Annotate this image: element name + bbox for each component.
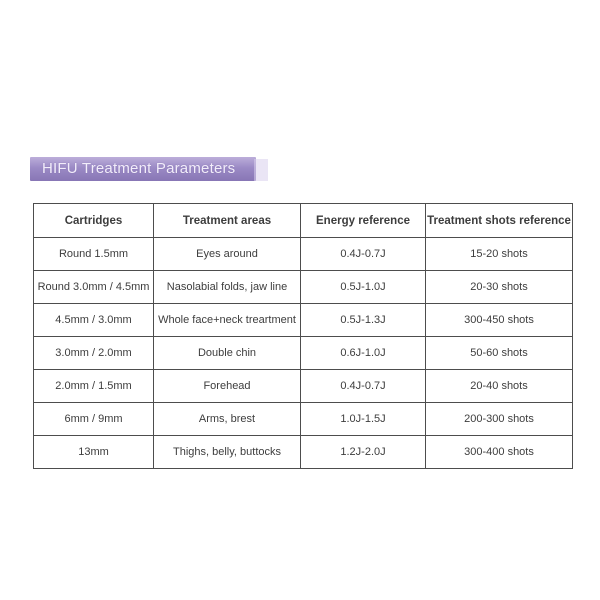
- table-cell-cartridge: 6mm / 9mm: [33, 402, 154, 436]
- table-cell-energy: 0.4J-0.7J: [300, 237, 426, 271]
- table-cell-shots: 50-60 shots: [425, 336, 573, 370]
- table-row: 3.0mm / 2.0mm Double chin 0.6J-1.0J 50-6…: [33, 336, 573, 370]
- table-row: 2.0mm / 1.5mm Forehead 0.4J-0.7J 20-40 s…: [33, 369, 573, 403]
- table-cell-treatment-area: Forehead: [153, 369, 301, 403]
- table-cell-treatment-area: Double chin: [153, 336, 301, 370]
- table-row: 4.5mm / 3.0mm Whole face+neck treartment…: [33, 303, 573, 337]
- table-cell-cartridge: 13mm: [33, 435, 154, 469]
- table-cell-energy: 1.0J-1.5J: [300, 402, 426, 436]
- table-cell-treatment-area: Arms, brest: [153, 402, 301, 436]
- table-cell-cartridge: 2.0mm / 1.5mm: [33, 369, 154, 403]
- table-cell-treatment-area: Whole face+neck treartment: [153, 303, 301, 337]
- table-row: 13mm Thighs, belly, buttocks 1.2J-2.0J 3…: [33, 435, 573, 469]
- table-cell-energy: 1.2J-2.0J: [300, 435, 426, 469]
- table-row: Round 1.5mm Eyes around 0.4J-0.7J 15-20 …: [33, 237, 573, 271]
- table-cell-cartridge: 3.0mm / 2.0mm: [33, 336, 154, 370]
- header-cell-treatment-areas: Treatment areas: [153, 203, 301, 238]
- table-body: Round 1.5mm Eyes around 0.4J-0.7J 15-20 …: [33, 237, 573, 469]
- header-cell-energy-reference: Energy reference: [300, 203, 426, 238]
- table-cell-treatment-area: Eyes around: [153, 237, 301, 271]
- table-row: 6mm / 9mm Arms, brest 1.0J-1.5J 200-300 …: [33, 402, 573, 436]
- table-cell-treatment-area: Nasolabial folds, jaw line: [153, 270, 301, 304]
- table-header-row: Cartridges Treatment areas Energy refere…: [33, 203, 573, 238]
- table-cell-treatment-area: Thighs, belly, buttocks: [153, 435, 301, 469]
- parameters-table: Cartridges Treatment areas Energy refere…: [33, 203, 573, 469]
- table-cell-cartridge: Round 3.0mm / 4.5mm: [33, 270, 154, 304]
- header-cell-shots-reference: Treatment shots reference: [425, 203, 573, 238]
- table-cell-shots: 300-400 shots: [425, 435, 573, 469]
- table-cell-energy: 0.4J-0.7J: [300, 369, 426, 403]
- header-cell-cartridges: Cartridges: [33, 203, 154, 238]
- table-cell-energy: 0.5J-1.3J: [300, 303, 426, 337]
- table-cell-energy: 0.6J-1.0J: [300, 336, 426, 370]
- table-cell-cartridge: 4.5mm / 3.0mm: [33, 303, 154, 337]
- table-cell-energy: 0.5J-1.0J: [300, 270, 426, 304]
- table-cell-shots: 20-40 shots: [425, 369, 573, 403]
- table-cell-shots: 20-30 shots: [425, 270, 573, 304]
- section-title: HIFU Treatment Parameters: [42, 160, 236, 177]
- table-row: Round 3.0mm / 4.5mm Nasolabial folds, ja…: [33, 270, 573, 304]
- table-cell-cartridge: Round 1.5mm: [33, 237, 154, 271]
- table-cell-shots: 200-300 shots: [425, 402, 573, 436]
- table-cell-shots: 300-450 shots: [425, 303, 573, 337]
- table-cell-shots: 15-20 shots: [425, 237, 573, 271]
- section-title-banner: HIFU Treatment Parameters: [30, 157, 268, 181]
